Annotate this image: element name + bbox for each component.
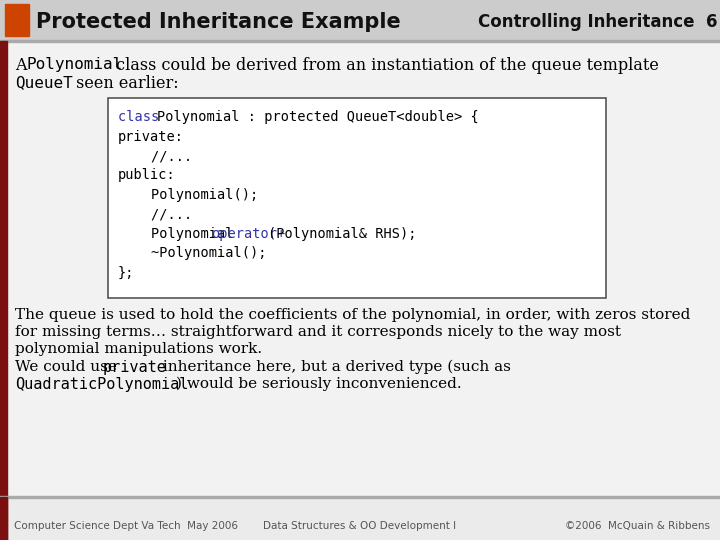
Text: QuadraticPolynomial: QuadraticPolynomial: [15, 377, 189, 392]
Bar: [0, 0, 720, 40]
Text: Data Structures & OO Development I: Data Structures & OO Development I: [264, 521, 456, 531]
Text: Polynomial : protected QueueT<double> {: Polynomial : protected QueueT<double> {: [157, 110, 479, 124]
Text: class could be derived from an instantiation of the queue template: class could be derived from an instantia…: [111, 57, 659, 74]
Text: public:: public:: [118, 168, 176, 183]
Text: Computer Science Dept Va Tech  May 2006: Computer Science Dept Va Tech May 2006: [14, 521, 238, 531]
Text: polynomial manipulations work.: polynomial manipulations work.: [15, 342, 262, 356]
Bar: [0, 497, 720, 540]
Bar: [0, 41, 7, 540]
Bar: [108, 98, 606, 298]
Text: for missing terms… straightforward and it corresponds nicely to the way most: for missing terms… straightforward and i…: [15, 325, 621, 339]
Text: //...: //...: [118, 149, 192, 163]
Text: ©2006  McQuain & Ribbens: ©2006 McQuain & Ribbens: [565, 521, 710, 531]
Bar: [0, 497, 7, 540]
Text: We could use: We could use: [15, 360, 122, 374]
Bar: [5, 4, 29, 36]
Text: Protected Inheritance Example: Protected Inheritance Example: [36, 12, 401, 32]
Text: operator+: operator+: [211, 227, 285, 241]
Text: };: };: [118, 266, 135, 280]
Text: seen earlier:: seen earlier:: [71, 75, 179, 92]
Text: ~Polynomial();: ~Polynomial();: [118, 246, 266, 260]
Text: //...: //...: [118, 207, 192, 221]
Bar: [7, 41, 720, 496]
Bar: [0, 496, 720, 497]
Text: inheritance here, but a derived type (such as: inheritance here, but a derived type (su…: [158, 360, 511, 374]
Text: (Polynomial& RHS);: (Polynomial& RHS);: [268, 227, 416, 241]
Text: Controlling Inheritance  6: Controlling Inheritance 6: [479, 13, 718, 31]
Text: private: private: [103, 360, 167, 375]
Text: A: A: [15, 57, 32, 74]
Text: QueueT: QueueT: [15, 75, 73, 90]
Text: Polynomial: Polynomial: [118, 227, 242, 241]
Text: The queue is used to hold the coefficients of the polynomial, in order, with zer: The queue is used to hold the coefficien…: [15, 308, 690, 322]
Text: Polynomial: Polynomial: [26, 57, 122, 72]
Text: private:: private:: [118, 130, 184, 144]
Bar: [108, 98, 606, 298]
Bar: [0, 40, 720, 42]
Text: class: class: [118, 110, 168, 124]
Text: Polynomial();: Polynomial();: [118, 188, 258, 202]
Text: ) would be seriously inconvenienced.: ) would be seriously inconvenienced.: [176, 377, 462, 392]
